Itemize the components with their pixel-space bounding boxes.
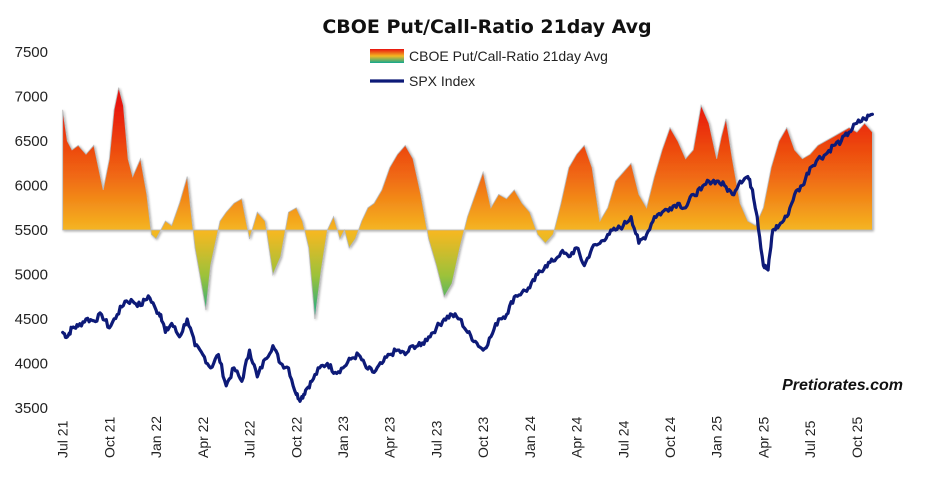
x-tick-label: Apr 23 <box>382 417 398 458</box>
y-tick-label: 6000 <box>15 178 48 195</box>
x-tick-label: Jul 22 <box>242 420 258 458</box>
y-tick-label: 5000 <box>15 267 48 284</box>
plot-area <box>61 87 874 403</box>
x-tick-label: Jul 23 <box>428 420 444 458</box>
put-call-ratio-area <box>62 87 873 320</box>
legend-label-spx-index: SPX Index <box>409 73 475 89</box>
x-tick-label: Jul 21 <box>55 420 71 458</box>
y-tick-label: 7000 <box>15 89 48 106</box>
y-tick-label: 4500 <box>15 311 48 328</box>
x-tick-label: Oct 23 <box>475 417 491 458</box>
y-tick-label: 7500 <box>15 44 48 61</box>
x-tick-label: Jan 25 <box>709 416 725 458</box>
chart-title: CBOE Put/Call-Ratio 21day Avg <box>322 16 651 38</box>
x-tick-label: Apr 22 <box>195 417 211 458</box>
x-tick-label: Oct 25 <box>849 417 865 458</box>
spx-index-line <box>61 112 874 403</box>
legend-label-put-call-ratio: CBOE Put/Call-Ratio 21day Avg <box>409 48 608 64</box>
x-tick-label: Apr 25 <box>755 417 771 458</box>
x-tick-label: Jan 23 <box>335 416 351 458</box>
x-tick-label: Jul 24 <box>615 420 631 458</box>
watermark: Pretiorates.com <box>782 377 903 394</box>
x-tick-label: Jan 24 <box>522 416 538 458</box>
legend-swatch-put-call-ratio <box>370 49 404 63</box>
x-axis: Jul 21 Oct 21 Jan 22 Apr 22 Jul 22 Oct 22 Jan … <box>55 416 865 458</box>
y-tick-label: 6500 <box>15 133 48 150</box>
x-tick-label: Oct 21 <box>101 417 117 458</box>
x-tick-label: Jul 25 <box>802 420 818 458</box>
x-tick-label: Oct 22 <box>288 417 304 458</box>
y-tick-label: 5500 <box>15 222 48 239</box>
legend: CBOE Put/Call-Ratio 21day Avg SPX Index <box>370 48 608 89</box>
x-tick-label: Jan 22 <box>148 416 164 458</box>
y-tick-label: 3500 <box>15 400 48 417</box>
x-tick-label: Apr 24 <box>569 417 585 458</box>
x-tick-label: Oct 24 <box>662 417 678 458</box>
y-tick-label: 4000 <box>15 356 48 373</box>
y-axis: 3500 4000 4500 5000 5500 6000 6500 7000 7500 <box>15 44 48 417</box>
